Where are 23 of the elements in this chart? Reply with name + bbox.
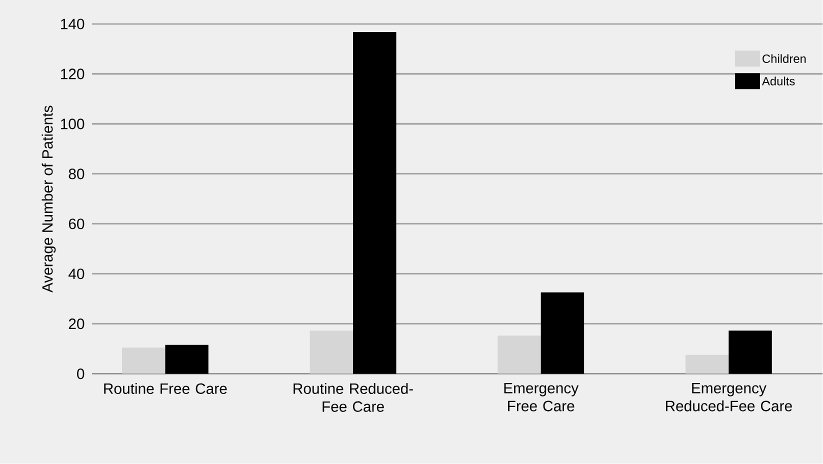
y-tick-label: 100 bbox=[61, 118, 84, 130]
x-tick-label: Routine Reduced-Fee Care bbox=[294, 383, 413, 412]
y-tick-label: 20 bbox=[68, 318, 84, 330]
bar bbox=[165, 344, 208, 374]
bar bbox=[540, 292, 584, 374]
y-tick-label: 140 bbox=[61, 18, 84, 30]
y-tick-label: 40 bbox=[68, 268, 84, 280]
y-tick-label: 80 bbox=[68, 168, 84, 180]
legend-label: Children bbox=[762, 54, 806, 64]
bar bbox=[122, 348, 166, 374]
bar bbox=[728, 330, 772, 374]
y-tick-label: 0 bbox=[77, 368, 84, 380]
bar bbox=[498, 336, 541, 374]
y-tick-label: 120 bbox=[61, 68, 84, 80]
bar bbox=[310, 330, 354, 374]
bar bbox=[685, 354, 729, 374]
y-axis-title: Average Number of Patients bbox=[42, 106, 56, 293]
x-tick-label: Emergency Free Care bbox=[504, 383, 579, 412]
x-tick-label: Routine Free Care bbox=[104, 383, 227, 394]
legend-label: Adults bbox=[762, 76, 795, 86]
bar bbox=[353, 32, 396, 374]
x-tick-label: Emergency Reduced-Fee Care bbox=[666, 383, 792, 412]
y-tick-label: 60 bbox=[68, 218, 84, 230]
